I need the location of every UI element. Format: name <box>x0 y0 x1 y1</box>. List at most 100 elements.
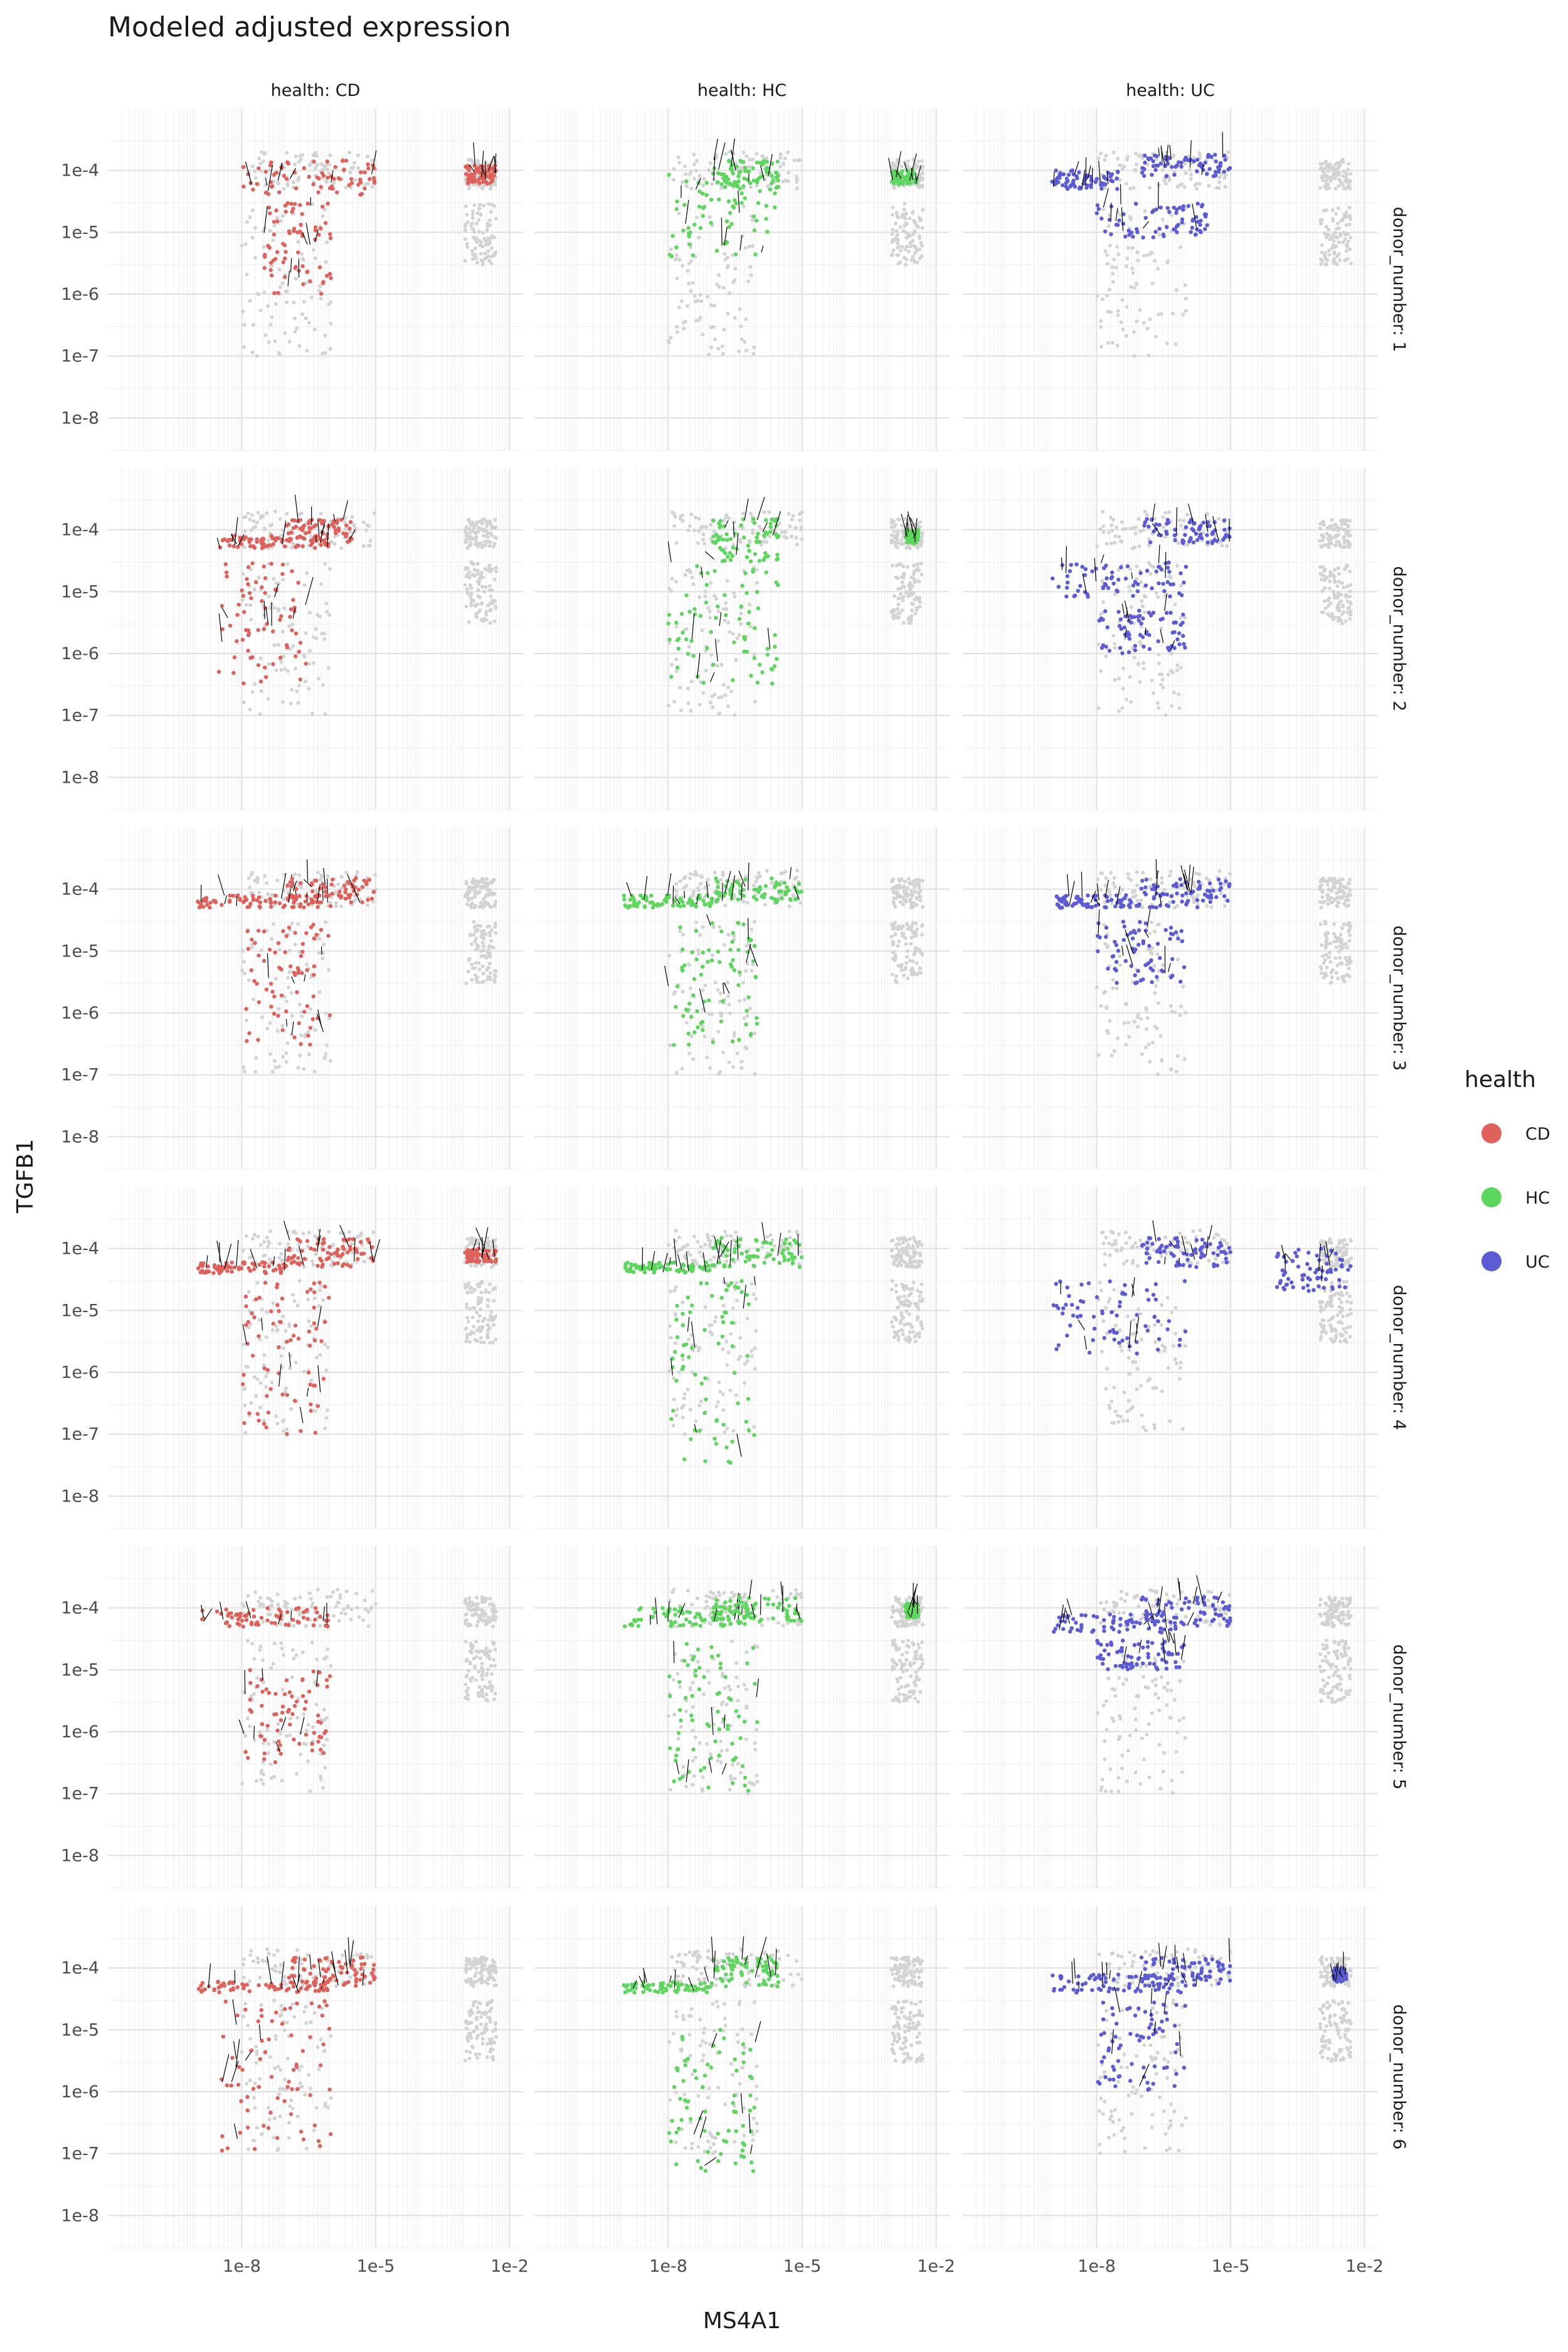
data-point <box>753 552 758 556</box>
background-point <box>897 245 901 249</box>
data-point <box>1114 223 1119 227</box>
data-point <box>246 946 250 951</box>
background-point <box>1135 564 1139 568</box>
background-point <box>1128 217 1133 221</box>
data-point <box>313 228 318 233</box>
background-point <box>479 618 484 622</box>
background-point <box>339 875 344 879</box>
background-point <box>894 229 899 233</box>
data-point <box>698 226 703 230</box>
data-point <box>309 526 313 531</box>
background-point <box>921 171 925 176</box>
background-point <box>895 214 899 218</box>
background-point <box>1323 251 1328 255</box>
background-point <box>361 544 366 548</box>
data-point <box>275 219 280 224</box>
data-point <box>1115 169 1120 174</box>
data-point <box>316 900 320 904</box>
background-point <box>721 518 726 522</box>
background-point <box>1108 243 1112 248</box>
background-point <box>486 254 490 258</box>
data-point <box>241 165 245 169</box>
data-point <box>1172 630 1177 635</box>
data-point <box>1133 580 1137 584</box>
shift-arrow <box>748 173 750 183</box>
data-point <box>295 543 300 548</box>
data-point <box>1104 645 1108 649</box>
background-point <box>487 218 492 223</box>
background-point <box>259 689 263 693</box>
data-point <box>1110 575 1115 580</box>
data-point <box>1110 570 1115 575</box>
shift-arrow <box>481 166 485 176</box>
data-point <box>305 968 309 972</box>
data-point <box>1142 174 1147 178</box>
data-point <box>697 204 702 209</box>
background-point <box>1184 297 1188 301</box>
background-point <box>489 938 494 943</box>
data-point <box>726 554 730 559</box>
data-point <box>286 161 291 166</box>
data-point <box>319 184 323 189</box>
background-point <box>285 151 289 155</box>
data-point <box>716 197 721 202</box>
background-point <box>321 683 326 687</box>
background-point <box>271 238 275 243</box>
background-point <box>289 990 294 995</box>
data-point <box>1143 160 1147 165</box>
data-point <box>297 894 302 899</box>
background-point <box>251 322 255 327</box>
background-point <box>1348 589 1352 593</box>
background-point <box>1344 223 1348 228</box>
data-point <box>1158 617 1163 622</box>
data-point <box>775 553 780 557</box>
background-point <box>1188 167 1192 172</box>
background-point <box>697 517 701 521</box>
data-point <box>744 555 750 559</box>
background-point <box>463 583 467 587</box>
background-point <box>683 573 687 577</box>
data-point <box>293 654 298 659</box>
background-point <box>738 538 743 542</box>
data-point <box>344 159 349 163</box>
data-point <box>1065 580 1070 585</box>
background-point <box>1319 257 1323 262</box>
background-point <box>486 249 490 253</box>
background-point <box>485 977 490 982</box>
data-point <box>249 968 253 973</box>
data-point <box>284 934 289 938</box>
background-point <box>719 877 723 882</box>
background-point <box>1128 526 1133 531</box>
data-point <box>477 181 482 186</box>
background-point <box>277 267 282 272</box>
data-point <box>689 638 694 644</box>
data-point <box>293 931 297 935</box>
background-point <box>765 540 769 544</box>
background-point <box>1226 150 1231 154</box>
background-point <box>283 331 287 336</box>
data-point <box>674 245 679 250</box>
data-point <box>1223 157 1227 162</box>
background-point <box>677 258 682 262</box>
background-point <box>1154 334 1158 339</box>
background-point <box>307 1052 311 1057</box>
data-point <box>1221 538 1226 542</box>
data-point <box>246 565 251 569</box>
background-point <box>1325 175 1330 179</box>
background-point <box>284 1060 289 1064</box>
background-point <box>308 162 312 167</box>
background-point <box>733 315 737 320</box>
background-point <box>1148 317 1152 322</box>
data-point <box>674 207 679 211</box>
data-point <box>255 982 259 986</box>
background-point <box>688 876 692 881</box>
data-point <box>269 1004 273 1009</box>
data-point <box>302 905 306 909</box>
background-point <box>890 563 894 568</box>
background-point <box>920 183 924 188</box>
background-point <box>1161 515 1165 519</box>
data-point <box>709 221 713 225</box>
background-point <box>285 562 290 566</box>
background-point <box>476 588 480 592</box>
data-point <box>267 948 272 952</box>
